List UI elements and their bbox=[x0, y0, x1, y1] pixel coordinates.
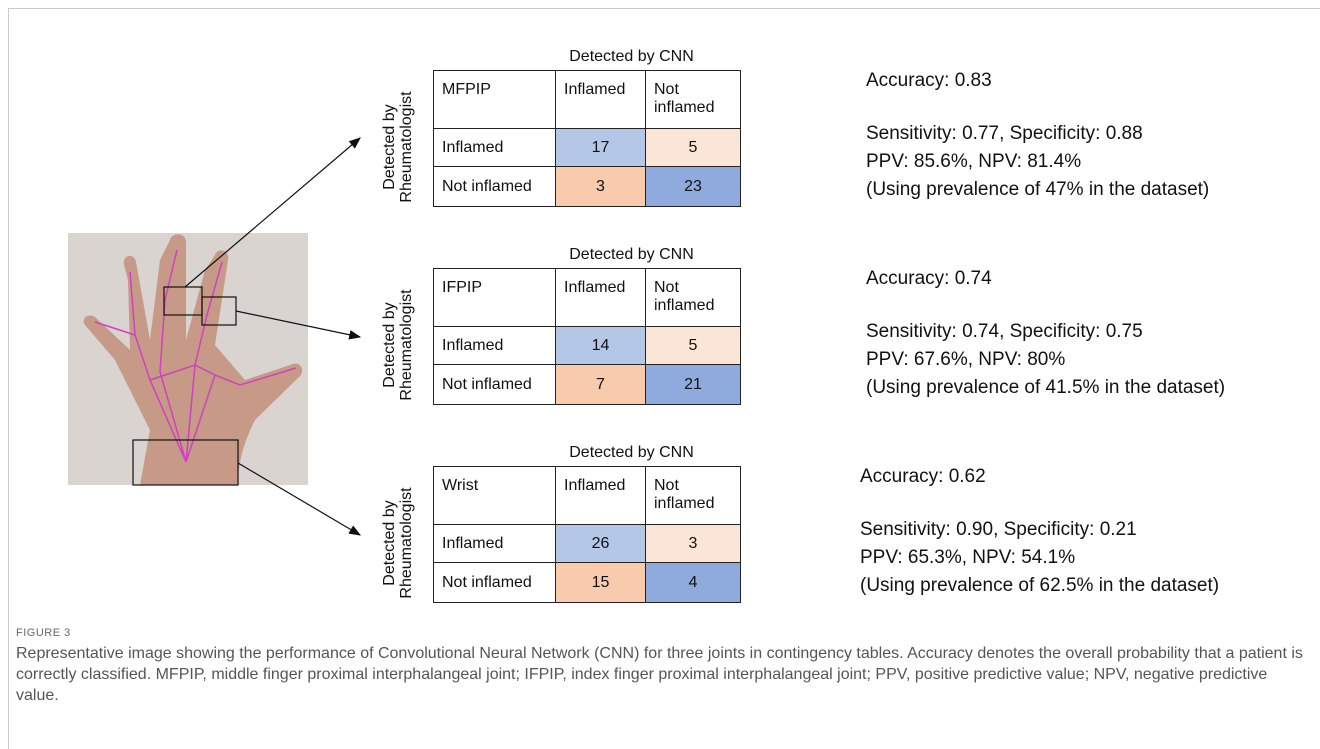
column-header: Detected by CNN bbox=[433, 444, 740, 462]
label-cell: Inflamed bbox=[434, 129, 556, 167]
column-header: Detected by CNN bbox=[433, 246, 740, 264]
count-cell: 3 bbox=[646, 525, 741, 563]
count-cell: 5 bbox=[646, 327, 741, 365]
label-cell: Inflamed bbox=[434, 525, 556, 563]
metric-text: Accuracy: 0.83 bbox=[866, 70, 992, 92]
label-cell: Inflamed bbox=[556, 467, 646, 525]
count-cell: 5 bbox=[646, 129, 741, 167]
count-cell: 3 bbox=[556, 167, 646, 207]
metric-text: PPV: 85.6%, NPV: 81.4% bbox=[866, 151, 1081, 173]
caption: Representative image showing the perform… bbox=[16, 643, 1306, 706]
column-header: Detected by CNN bbox=[433, 48, 740, 66]
figure: FIGURE 3 Representative image showing th… bbox=[0, 0, 1320, 740]
label-cell: Not inflamed bbox=[434, 167, 556, 207]
label-cell: IFPIP bbox=[434, 269, 556, 327]
count-cell: 23 bbox=[646, 167, 741, 207]
label-cell: Not inflamed bbox=[434, 365, 556, 405]
metric-text: Sensitivity: 0.74, Specificity: 0.75 bbox=[866, 321, 1143, 343]
count-cell: 4 bbox=[646, 563, 741, 603]
label-cell: Inflamed bbox=[556, 269, 646, 327]
figure-label: FIGURE 3 bbox=[16, 627, 71, 639]
metric-text: (Using prevalence of 41.5% in the datase… bbox=[866, 377, 1225, 399]
metric-text: Sensitivity: 0.77, Specificity: 0.88 bbox=[866, 123, 1143, 145]
label-cell: MFPIP bbox=[434, 71, 556, 129]
label-cell: Inflamed bbox=[434, 327, 556, 365]
label-cell: Not inflamed bbox=[646, 269, 741, 327]
label-cell: Not inflamed bbox=[646, 467, 741, 525]
metric-text: (Using prevalence of 62.5% in the datase… bbox=[860, 575, 1219, 597]
row-header-line: Detected by bbox=[381, 275, 398, 415]
row-header-line: Rheumatologist bbox=[398, 77, 415, 217]
label-cell: Inflamed bbox=[556, 71, 646, 129]
count-cell: 7 bbox=[556, 365, 646, 405]
label-cell: Wrist bbox=[434, 467, 556, 525]
metric-text: Accuracy: 0.62 bbox=[860, 466, 986, 488]
metric-text: (Using prevalence of 47% in the dataset) bbox=[866, 179, 1209, 201]
count-cell: 21 bbox=[646, 365, 741, 405]
count-cell: 17 bbox=[556, 129, 646, 167]
row-header-line: Rheumatologist bbox=[398, 275, 415, 415]
count-cell: 26 bbox=[556, 525, 646, 563]
metric-text: Accuracy: 0.74 bbox=[866, 268, 992, 290]
count-cell: 15 bbox=[556, 563, 646, 603]
count-cell: 14 bbox=[556, 327, 646, 365]
metric-text: PPV: 67.6%, NPV: 80% bbox=[866, 349, 1065, 371]
metric-text: PPV: 65.3%, NPV: 54.1% bbox=[860, 547, 1075, 569]
row-header-line: Detected by bbox=[381, 77, 398, 217]
row-header-line: Detected by bbox=[381, 473, 398, 613]
label-cell: Not inflamed bbox=[434, 563, 556, 603]
row-header-line: Rheumatologist bbox=[398, 473, 415, 613]
label-cell: Not inflamed bbox=[646, 71, 741, 129]
metric-text: Sensitivity: 0.90, Specificity: 0.21 bbox=[860, 519, 1137, 541]
